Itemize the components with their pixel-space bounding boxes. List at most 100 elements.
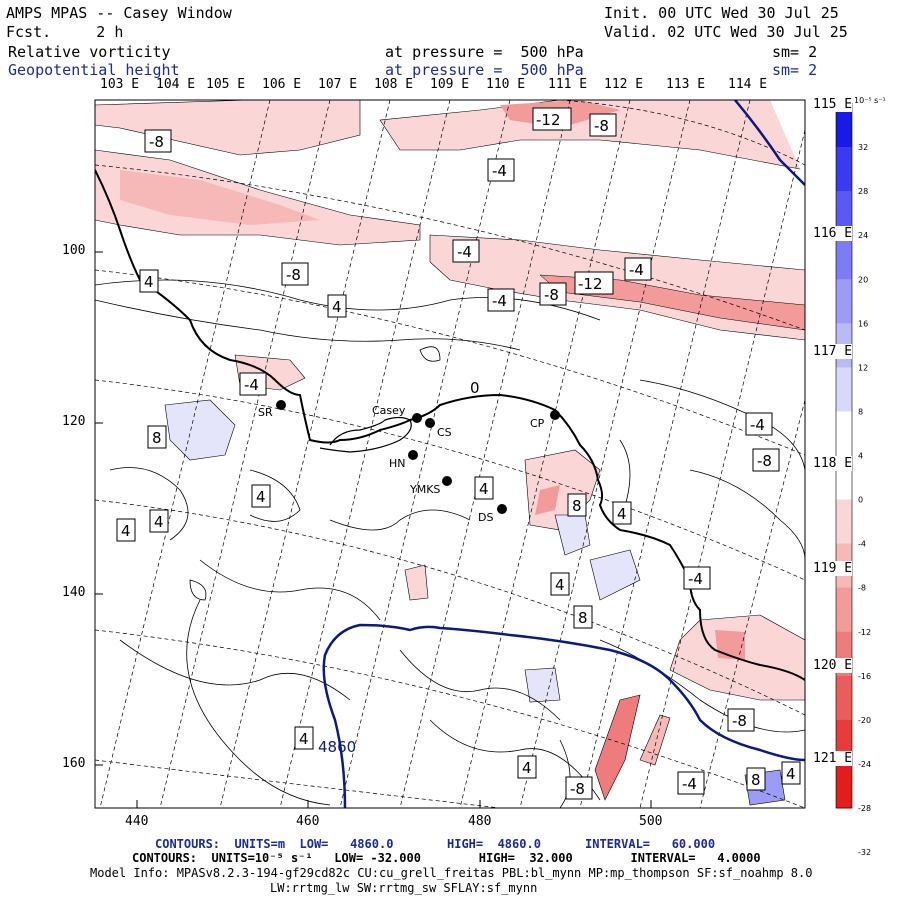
vort-shade-streak-1 (594, 694, 641, 801)
svg-text:-4: -4 (492, 292, 507, 310)
colorbar-swatch (836, 675, 852, 721)
field1-level: at pressure = 500 hPa (385, 43, 584, 61)
field2-name: Geopotential height (8, 61, 180, 79)
svg-text:-4: -4 (244, 376, 259, 394)
contour-label: -8 (589, 113, 617, 137)
svg-text:-12: -12 (536, 111, 561, 129)
colorbar-tick-label: 0 (858, 496, 863, 505)
colorbar-tick-label: 8 (858, 407, 863, 416)
station-casey (412, 413, 422, 423)
contour-label: -4 (239, 372, 267, 396)
svg-text:-8: -8 (544, 286, 559, 304)
footer-height-contours: CONTOURS: UNITS=m LOW= 4860.0 (155, 837, 394, 851)
station-sr (276, 400, 286, 410)
svg-text:-4: -4 (457, 243, 472, 261)
footer-height-high: HIGH= 4860.0 (447, 837, 541, 851)
svg-text:8: 8 (152, 429, 162, 447)
contour-label: -8 (281, 262, 309, 286)
init-time: Init. 00 UTC Wed 30 Jul 25 (604, 4, 839, 22)
contour-label: -4 (677, 771, 705, 795)
svg-text:-8: -8 (594, 117, 609, 135)
colorbar-swatch (836, 147, 852, 192)
vort-shade-band-left-inner (120, 170, 320, 225)
station-label-ymks: YMKS (409, 483, 440, 496)
colorbar-tick-label: -8 (858, 584, 866, 593)
contour-label: 4 (517, 755, 537, 779)
vort-shade-coast-red-inner (535, 485, 560, 515)
vort-shade-blue-small (524, 667, 561, 703)
contour-label: 8 (573, 605, 593, 629)
height-contour-4860 (322, 623, 805, 808)
svg-text:8: 8 (578, 609, 588, 627)
colorbar-swatch (836, 279, 852, 324)
colorbar-tick-label: -24 (858, 760, 871, 769)
lon-label: 104 E (156, 77, 196, 92)
y-tick-label: 140 (62, 585, 86, 600)
lat-gridlines (95, 100, 805, 808)
vort-shade-blue-mid (554, 514, 591, 556)
svg-text:-8: -8 (149, 133, 164, 151)
colorbar-tick-label: 20 (858, 275, 868, 284)
y-tick-label: 160 (62, 756, 86, 771)
contour-label: 8 (746, 767, 766, 791)
contour-label: 4 (149, 509, 169, 533)
vort-shade-blue-tr (770, 100, 805, 180)
svg-text:0: 0 (470, 379, 480, 397)
svg-text:-12: -12 (578, 275, 603, 293)
contour-label: -4 (487, 288, 515, 312)
colorbar-tick-label: -12 (858, 628, 871, 637)
plot-frame (94, 99, 806, 809)
footer-physics-info: LW:rrtmg_lw SW:rrtmg_sw SFLAY:sf_mynn (270, 881, 538, 895)
contour-label: -12 (532, 107, 572, 131)
contour-label: 4 (116, 518, 136, 542)
vort-shade-band-left (95, 149, 421, 246)
colorbar-tick-label: -28 (858, 804, 871, 813)
colorbar-swatch (836, 587, 852, 633)
station-label-ds: DS (478, 511, 493, 524)
header-title: AMPS MPAS -- Casey Window (6, 4, 232, 22)
contour-label: -4 (487, 158, 515, 182)
lon-label: 114 E (728, 77, 768, 92)
contour-label: 0 (470, 379, 480, 397)
field1-smoothing: sm= 2 (772, 43, 818, 61)
contour-label: 4 (474, 476, 494, 500)
footer-vort-contours: CONTOURS: UNITS=10⁻⁵ s⁻¹ LOW= -32.000 HI… (132, 851, 761, 865)
colorbar-swatch (836, 411, 852, 456)
x-tick-label: 440 (125, 814, 149, 829)
coastline-inlet (319, 416, 412, 453)
station-label-casey: Casey (372, 404, 406, 417)
lon-label: 119 E (813, 561, 853, 576)
lon-label: 120 E (813, 658, 853, 673)
footer-height-interval: INTERVAL= 60.000 (585, 837, 716, 851)
contour-label: -4 (624, 257, 652, 281)
station-cs (425, 418, 435, 428)
vort-shade-blue-left (164, 399, 236, 461)
station-cp (550, 410, 560, 420)
x-tick-label: 460 (296, 814, 320, 829)
y-tick-label: 120 (62, 414, 86, 429)
contour-label: -12 (574, 271, 614, 295)
station-label-sr: SR (258, 406, 273, 419)
station-hn (408, 450, 418, 460)
station-label-cp: CP (530, 417, 545, 430)
lon-label: 111 E (548, 77, 588, 92)
colorbar-swatch (836, 499, 852, 545)
field1-name: Relative vorticity (8, 43, 171, 61)
vort-shade-band-top (95, 100, 361, 156)
y-tick-label: 100 (62, 243, 86, 258)
vort-shade-blue-mid2 (589, 549, 641, 601)
height-contour-4860-tr (734, 100, 805, 186)
svg-text:4: 4 (555, 576, 565, 594)
colorbar-tick-label: 12 (858, 363, 868, 372)
contour-label: 8 (147, 425, 167, 449)
colorbar-unit: 10⁻⁵ s⁻¹ (854, 96, 886, 105)
vort-shade-streak-2 (639, 714, 671, 766)
colorbar-swatch (836, 191, 852, 236)
svg-text:-4: -4 (492, 162, 507, 180)
contour-label: 4 (612, 501, 632, 525)
svg-text:-8: -8 (570, 780, 585, 798)
vort-shade-red-mid (404, 564, 429, 601)
contour-label: 4 (251, 484, 271, 508)
svg-text:-4: -4 (682, 775, 697, 793)
